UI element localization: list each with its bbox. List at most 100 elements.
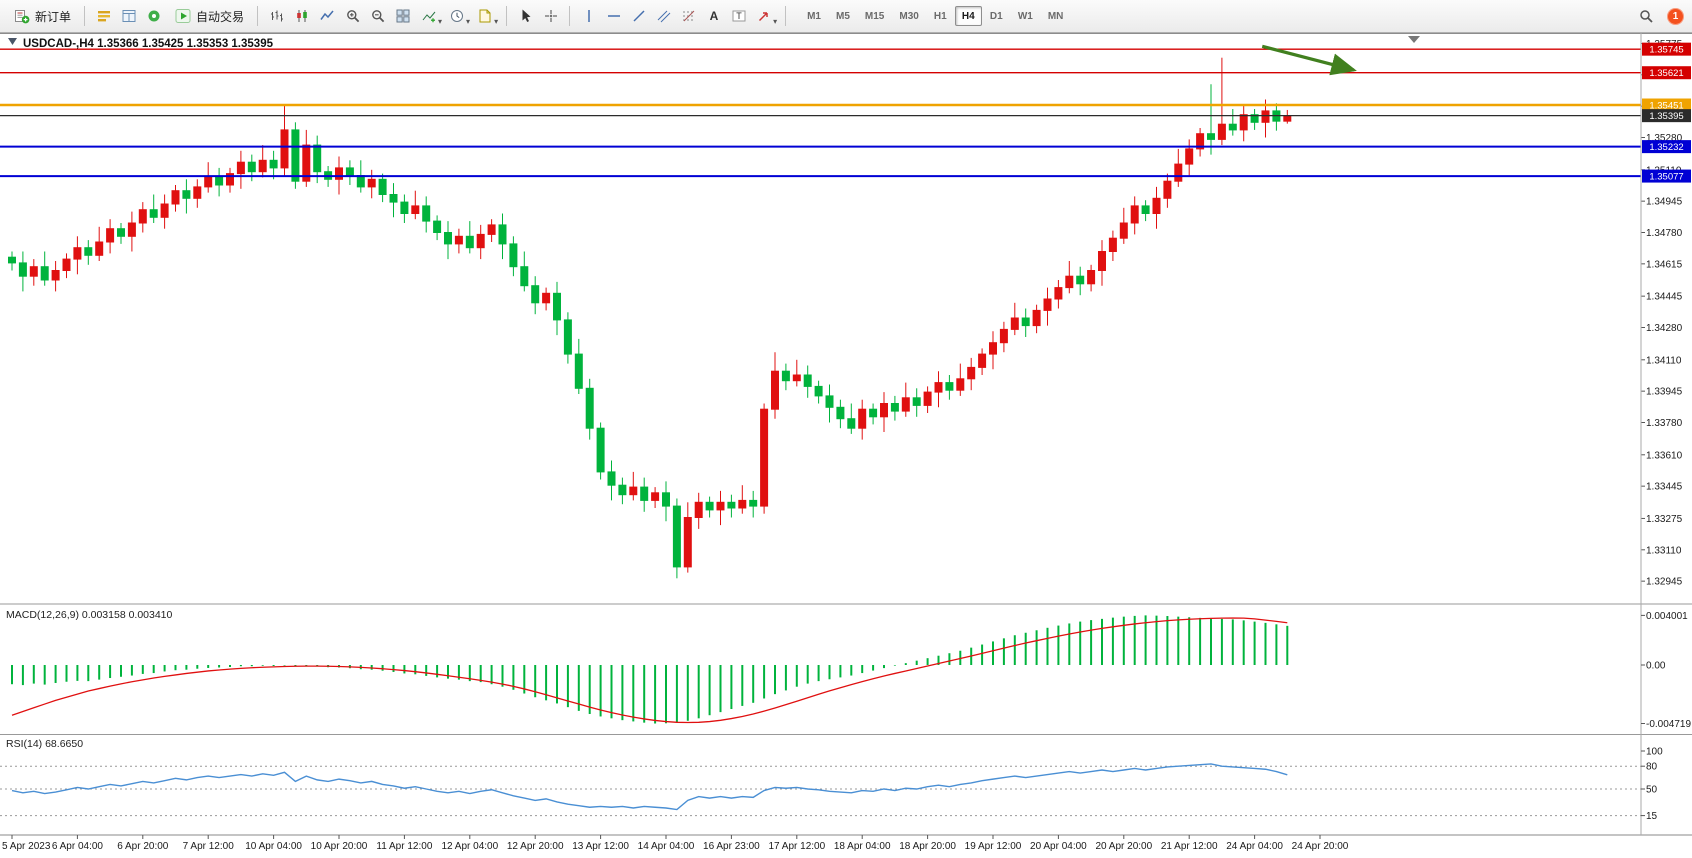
candle-body bbox=[367, 178, 376, 188]
candle-body bbox=[574, 353, 583, 389]
chart-canvas[interactable]: 1.357751.356101.354451.352801.351101.349… bbox=[0, 33, 1692, 858]
candle-body bbox=[182, 190, 191, 199]
auto-trading-button[interactable]: 自动交易 bbox=[167, 4, 251, 28]
svg-text:1.33780: 1.33780 bbox=[1646, 418, 1683, 429]
macd-pane: 0.004001 0.00 -0.004719 MACD(12,26,9) 0.003… bbox=[6, 609, 1691, 730]
candle-body bbox=[444, 232, 452, 245]
fibonacci-icon[interactable] bbox=[676, 3, 701, 28]
channel-icon[interactable] bbox=[651, 3, 676, 28]
candle-body bbox=[716, 501, 725, 511]
candle-body bbox=[923, 391, 932, 406]
toolbar: 新订单 自动交易 ▾ ▾ ▾ A T ▾ M1 M5 M15 M30 H1 H4 D1 W1 MN 1 bbox=[0, 0, 1692, 33]
timeframe-button-m1[interactable]: M1 bbox=[800, 6, 828, 26]
candle-body bbox=[106, 228, 115, 243]
trendline-icon[interactable] bbox=[626, 3, 651, 28]
timeframe-button-m5[interactable]: M5 bbox=[829, 6, 857, 26]
notification-badge[interactable]: 1 bbox=[1667, 7, 1684, 25]
svg-text:1.35745: 1.35745 bbox=[1649, 45, 1683, 56]
candle-body bbox=[1021, 317, 1030, 327]
line-chart-icon[interactable] bbox=[314, 3, 339, 28]
arrows-caret[interactable]: ▾ bbox=[773, 16, 778, 26]
chart-collapse-triangle[interactable] bbox=[8, 38, 17, 45]
candle-body bbox=[694, 501, 703, 518]
cursor-icon[interactable] bbox=[513, 3, 538, 28]
indicators-caret[interactable]: ▾ bbox=[438, 16, 443, 26]
svg-text:50: 50 bbox=[1646, 785, 1658, 796]
crosshair-icon[interactable] bbox=[538, 3, 563, 28]
timeframe-button-d1[interactable]: D1 bbox=[983, 6, 1010, 26]
timeframe-button-w1[interactable]: W1 bbox=[1011, 6, 1040, 26]
candle-body bbox=[607, 471, 616, 486]
candle-body bbox=[945, 382, 954, 391]
periods-caret[interactable]: ▾ bbox=[466, 16, 471, 26]
time-axis[interactable]: 5 Apr 2023 6 Apr 04:00 6 Apr 20:00 7 Apr 12… bbox=[2, 835, 1349, 852]
vertical-line-icon[interactable] bbox=[576, 3, 601, 28]
candle-body bbox=[411, 205, 420, 214]
navigator-icon[interactable] bbox=[141, 3, 166, 28]
svg-text:1.35280: 1.35280 bbox=[1646, 133, 1683, 144]
zoom-in-icon[interactable] bbox=[340, 3, 365, 28]
candle-body bbox=[269, 159, 278, 169]
chart-shift-marker[interactable] bbox=[1408, 36, 1420, 43]
level-lines[interactable] bbox=[0, 48, 1641, 178]
tile-windows-icon[interactable] bbox=[390, 3, 415, 28]
svg-text:1.33275: 1.33275 bbox=[1646, 514, 1683, 525]
svg-text:A: A bbox=[709, 9, 718, 23]
candle-body bbox=[476, 233, 485, 249]
templates-icon[interactable] bbox=[472, 3, 497, 28]
time-label: 18 Apr 20:00 bbox=[899, 841, 956, 852]
candle-body bbox=[683, 517, 692, 568]
candle-body bbox=[62, 258, 71, 272]
horizontal-line-icon[interactable] bbox=[601, 3, 626, 28]
candle-body bbox=[1032, 309, 1041, 327]
svg-text:0.00: 0.00 bbox=[1646, 661, 1666, 672]
market-watch-icon[interactable] bbox=[91, 3, 116, 28]
candlestick-chart-icon[interactable] bbox=[289, 3, 314, 28]
candle-body bbox=[792, 374, 801, 382]
bars-chart-icon[interactable] bbox=[264, 3, 289, 28]
annotation-arrow[interactable] bbox=[1261, 44, 1357, 76]
svg-text:0.004001: 0.004001 bbox=[1646, 611, 1688, 622]
periods-icon[interactable] bbox=[444, 3, 469, 28]
search-icon[interactable] bbox=[1633, 4, 1658, 29]
candle-body bbox=[204, 176, 213, 188]
time-label: 5 Apr 2023 bbox=[2, 841, 51, 852]
text-icon[interactable]: A bbox=[701, 3, 726, 28]
candle-body bbox=[356, 175, 365, 188]
price-badge bbox=[1642, 42, 1691, 56]
candle-body bbox=[771, 370, 779, 410]
indicators-icon[interactable] bbox=[416, 3, 441, 28]
timeframe-button-m30[interactable]: M30 bbox=[892, 6, 925, 26]
candle-body bbox=[127, 222, 136, 237]
candle-body bbox=[858, 408, 867, 429]
svg-text:1.34280: 1.34280 bbox=[1646, 323, 1683, 334]
svg-text:1.33110: 1.33110 bbox=[1646, 545, 1682, 556]
text-label-icon[interactable]: T bbox=[726, 3, 751, 28]
candle-body bbox=[193, 186, 202, 199]
svg-text:1.34615: 1.34615 bbox=[1646, 259, 1683, 270]
time-label: 20 Apr 04:00 bbox=[1030, 841, 1087, 852]
candle-body bbox=[901, 397, 910, 412]
time-label: 16 Apr 23:00 bbox=[703, 841, 760, 852]
timeframe-button-h1[interactable]: H1 bbox=[927, 6, 954, 26]
candle-body bbox=[40, 266, 49, 281]
rsi-pane: 100 80 50 15 RSI(14) 68.6650 bbox=[0, 738, 1663, 822]
candle-body bbox=[803, 374, 812, 387]
arrows-icon[interactable] bbox=[751, 3, 776, 28]
candle-body bbox=[1207, 133, 1215, 140]
timeframe-button-m15[interactable]: M15 bbox=[858, 6, 891, 26]
templates-caret[interactable]: ▾ bbox=[494, 16, 499, 26]
new-order-button[interactable]: 新订单 bbox=[6, 4, 78, 28]
timeframe-button-mn[interactable]: MN bbox=[1041, 6, 1071, 26]
candle-body bbox=[618, 484, 627, 496]
svg-text:1.34780: 1.34780 bbox=[1646, 228, 1683, 239]
zoom-out-icon[interactable] bbox=[365, 3, 390, 28]
candle-body bbox=[1185, 148, 1194, 165]
data-window-icon[interactable] bbox=[116, 3, 141, 28]
candle-body bbox=[18, 262, 27, 277]
time-label: 24 Apr 20:00 bbox=[1292, 841, 1349, 852]
svg-text:1.33945: 1.33945 bbox=[1646, 387, 1683, 398]
timeframe-button-h4[interactable]: H4 bbox=[954, 6, 982, 26]
candle-body bbox=[498, 224, 507, 245]
svg-text:1.32945: 1.32945 bbox=[1646, 577, 1683, 588]
